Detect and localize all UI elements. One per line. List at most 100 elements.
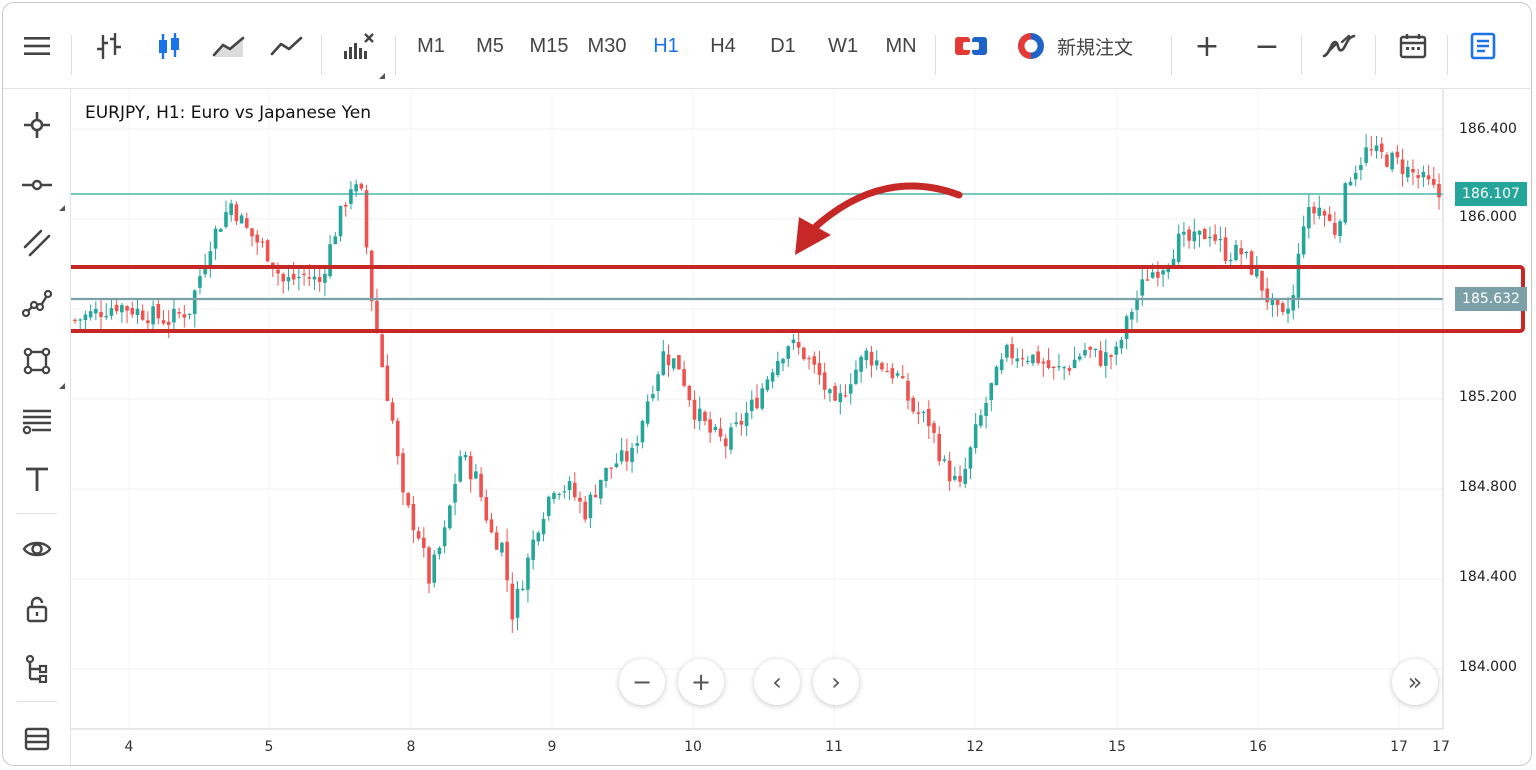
candle-body xyxy=(250,228,254,237)
candle-body xyxy=(500,542,504,553)
zoom-out-button[interactable]: − xyxy=(1254,28,1280,64)
chart-area[interactable]: EURJPY, H1: Euro vs Japanese Yen 186.400… xyxy=(71,89,1532,766)
candle-body xyxy=(286,277,291,282)
candle-body xyxy=(916,412,921,414)
new-order-label: 新規注文 xyxy=(1057,36,1134,59)
journal-icon[interactable] xyxy=(1457,3,1509,89)
crosshair-icon[interactable] xyxy=(3,105,71,145)
candle-body xyxy=(1333,222,1337,235)
time-label: 9 xyxy=(547,739,557,755)
candle-body xyxy=(109,308,114,316)
candle-body xyxy=(453,483,457,503)
scroll-right-button[interactable]: › xyxy=(813,659,859,705)
candle-body xyxy=(343,204,348,207)
candle-body xyxy=(349,189,353,204)
candle-body xyxy=(198,276,202,288)
candle-body xyxy=(1005,344,1009,358)
object-tree-icon[interactable] xyxy=(3,649,71,689)
candle-body xyxy=(541,518,546,535)
fibonacci-icon[interactable] xyxy=(3,401,71,441)
timeframe-h1[interactable]: H1 xyxy=(653,34,679,57)
hline-price-tag[interactable]: 185.632 xyxy=(1455,287,1527,311)
candle-body xyxy=(1291,295,1296,311)
timeframe-m5[interactable]: M5 xyxy=(476,34,504,57)
new-order-button[interactable]: 新規注文 xyxy=(1015,3,1155,89)
candle-body xyxy=(1036,351,1040,364)
candle-body xyxy=(1020,358,1025,360)
candle-body xyxy=(432,554,437,583)
candle-body xyxy=(192,290,197,315)
indicators-icon[interactable] xyxy=(331,3,387,89)
candle-body xyxy=(1307,206,1311,229)
candle-body xyxy=(364,190,369,248)
candle-body xyxy=(734,422,738,425)
candle-body xyxy=(848,384,853,394)
candle-body xyxy=(958,475,962,482)
candle-body xyxy=(1077,356,1082,360)
candle-body xyxy=(213,228,218,249)
auto-scroll-icon[interactable] xyxy=(1313,3,1365,89)
candle-body xyxy=(375,300,379,333)
candle-body xyxy=(245,218,249,228)
price-label: 186.000 xyxy=(1459,209,1517,225)
candle-body xyxy=(583,501,587,520)
candle-body xyxy=(760,388,765,409)
timeframe-d1[interactable]: D1 xyxy=(770,34,796,57)
text-icon[interactable] xyxy=(3,459,71,499)
timeframe-w1[interactable]: W1 xyxy=(828,34,858,57)
candle-body xyxy=(546,496,551,516)
timeframe-m15[interactable]: M15 xyxy=(529,34,569,57)
candle-body xyxy=(619,450,624,462)
price-chart[interactable] xyxy=(71,89,1532,766)
candle-body xyxy=(630,447,634,463)
timeframe-m1[interactable]: M1 xyxy=(417,34,445,57)
candle-body xyxy=(1072,359,1077,369)
candle-body xyxy=(880,362,884,370)
candle-body xyxy=(1322,211,1327,216)
one-click-trading-icon[interactable] xyxy=(949,3,993,89)
lock-icon[interactable] xyxy=(3,589,71,629)
candle-body xyxy=(463,454,468,458)
trend-lines-icon[interactable] xyxy=(3,223,71,263)
candle-body xyxy=(224,212,228,227)
layers-icon[interactable] xyxy=(3,719,71,759)
candle-body xyxy=(666,354,671,366)
chart-zoom-out-button[interactable]: − xyxy=(619,659,665,705)
candle-body xyxy=(723,438,728,447)
timeframe-m30[interactable]: M30 xyxy=(587,34,627,57)
timeframe-h4[interactable]: H4 xyxy=(710,34,736,57)
scroll-left-button[interactable]: ‹ xyxy=(754,659,800,705)
candle-body xyxy=(708,419,712,433)
zoom-in-button[interactable]: + xyxy=(1194,28,1220,64)
area-chart-icon[interactable] xyxy=(201,3,257,89)
candle-body xyxy=(291,273,296,280)
candle-body xyxy=(1338,221,1342,236)
candle-body xyxy=(645,401,650,424)
horizontal-line-icon[interactable] xyxy=(3,165,71,205)
scroll-to-end-button[interactable]: » xyxy=(1392,659,1438,705)
candle-body xyxy=(843,395,848,397)
candle-body xyxy=(1031,354,1035,364)
candle-body xyxy=(812,356,817,365)
candle-body xyxy=(1176,233,1181,262)
annotation-arrow xyxy=(809,182,963,233)
bar-chart-icon[interactable] xyxy=(83,3,135,89)
menu-icon[interactable] xyxy=(13,3,61,89)
line-chart-icon[interactable] xyxy=(259,3,315,89)
shapes-icon[interactable] xyxy=(3,341,71,381)
candle-body xyxy=(1119,339,1124,349)
eye-icon[interactable] xyxy=(3,529,71,569)
candle-body xyxy=(1057,366,1061,368)
candle-body xyxy=(713,427,718,430)
candle-body xyxy=(822,372,827,390)
candle-body xyxy=(1426,175,1431,180)
candle-body xyxy=(1145,279,1150,281)
candlestick-icon[interactable] xyxy=(143,3,195,89)
candle-body xyxy=(130,308,135,315)
polyline-icon[interactable] xyxy=(3,283,71,323)
calendar-icon[interactable] xyxy=(1387,3,1439,89)
timeframe-mn[interactable]: MN xyxy=(885,34,917,57)
candle-body xyxy=(572,482,577,498)
chart-zoom-in-button[interactable]: + xyxy=(678,659,724,705)
